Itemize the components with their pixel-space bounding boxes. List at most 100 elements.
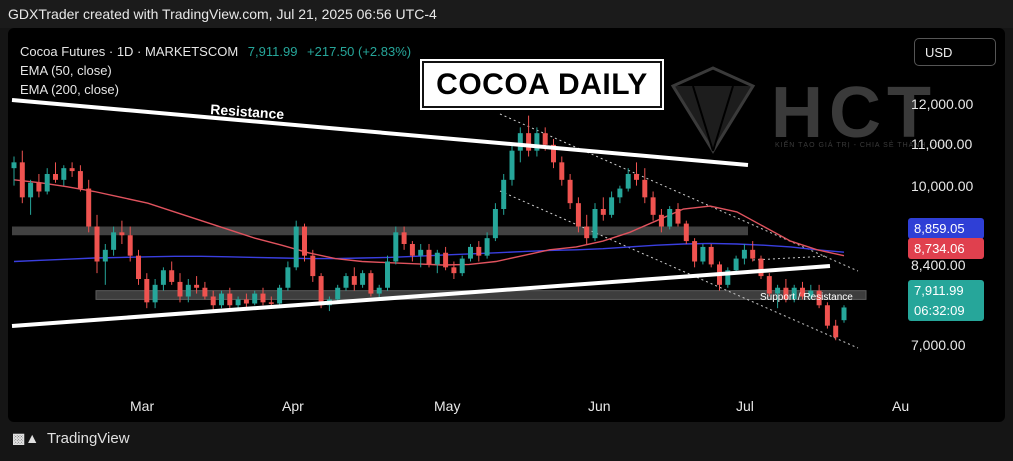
candle-body: [11, 162, 17, 169]
y-tick-label: 11,000.00: [911, 136, 973, 152]
candle-body: [94, 226, 100, 262]
candle-body: [484, 238, 490, 256]
resistance-trendline: [11, 98, 749, 167]
candle-body: [401, 232, 407, 244]
candle-body: [426, 249, 432, 265]
candle-body: [285, 267, 291, 288]
candle-body: [567, 179, 573, 204]
candle-body: [551, 144, 556, 163]
legend-symbol[interactable]: Cocoa Futures · 1D · MARKETSCOM: [20, 44, 239, 59]
candle-body: [791, 287, 797, 300]
candle-body: [468, 246, 473, 259]
legend-ema50[interactable]: EMA (50, close): [20, 63, 112, 78]
candle-body: [243, 299, 249, 304]
candle-body: [667, 209, 673, 227]
x-tick-label: Au: [892, 398, 910, 414]
channel-mid-line: [752, 255, 829, 261]
candle-body: [824, 305, 830, 326]
countdown-badge: 06:32:09: [908, 300, 984, 321]
candle-body: [393, 232, 399, 262]
candle-body: [293, 226, 299, 268]
watermark-tagline: KIẾN TẠO GIÁ TRỊ - CHIA SẺ THÀNH CÔNG: [775, 142, 955, 149]
candle-body: [741, 249, 747, 259]
candle-body: [559, 162, 565, 180]
candle-body: [418, 249, 424, 256]
currency-button[interactable]: USD: [914, 38, 996, 66]
candle-body: [302, 226, 307, 256]
candle-body: [708, 246, 714, 265]
candle-body: [268, 302, 274, 304]
footer-brand: TradingView: [47, 430, 130, 447]
price-chart[interactable]: Resistance Support / Resistance: [8, 28, 1005, 422]
candle-body: [376, 287, 382, 294]
watermark-letters: HCT: [771, 73, 937, 153]
candle-body: [725, 270, 731, 285]
candle-body: [509, 150, 515, 180]
last-price-badge: 7,911.99: [908, 280, 984, 301]
candle-body: [44, 174, 50, 192]
candle-body: [144, 279, 150, 303]
candle-body: [335, 287, 341, 300]
candle-body: [534, 133, 540, 151]
candle-body: [526, 133, 532, 151]
x-tick-label: Apr: [282, 398, 304, 414]
candle-body: [111, 232, 117, 250]
candle-body: [351, 276, 357, 285]
resistance-zone: [12, 226, 748, 236]
legend: Cocoa Futures · 1D · MARKETSCOM 7,911.99…: [20, 42, 411, 99]
candle-body: [800, 287, 805, 297]
x-tick-label: May: [434, 398, 461, 414]
channel-upper-line: [499, 113, 859, 272]
candle-body: [476, 246, 482, 256]
candle-body: [385, 261, 390, 288]
candle-body: [783, 287, 789, 300]
candle-body: [700, 246, 706, 262]
candle-body: [86, 188, 92, 227]
ema200-value-badge: 8,859.05: [908, 218, 984, 239]
candle-body: [634, 174, 639, 180]
candle-body: [36, 182, 42, 192]
hct-watermark-logo: HCT KIẾN TẠO GIÁ TRỊ - CHIA SẺ THÀNH CÔN…: [663, 66, 953, 156]
candle-body: [202, 287, 208, 297]
tradingview-footer[interactable]: ▩▲ TradingView: [12, 430, 130, 447]
candle-body: [169, 270, 175, 282]
candle-body: [434, 252, 440, 265]
candle-body: [775, 287, 781, 294]
candle-body: [260, 293, 266, 303]
candle-body: [343, 276, 349, 288]
candle-body: [235, 299, 241, 306]
candle-body: [61, 168, 67, 180]
candle-body: [409, 244, 415, 256]
candle-body: [77, 171, 83, 189]
candle-body: [459, 258, 465, 274]
candle-body: [53, 174, 58, 180]
candle-body: [758, 258, 764, 277]
candle-body: [119, 232, 125, 236]
candle-body: [185, 284, 191, 297]
candle-body: [642, 179, 648, 198]
y-tick-label: 10,000.00: [911, 178, 974, 194]
x-tick-label: Jun: [588, 398, 611, 414]
candle-body: [625, 174, 631, 189]
candle-body: [451, 267, 457, 274]
candle-body: [310, 255, 316, 277]
candle-body: [592, 209, 598, 239]
legend-price: 7,911.99: [247, 44, 298, 59]
candle-body: [219, 293, 224, 306]
candle-body: [443, 252, 449, 268]
candle-body: [152, 284, 158, 303]
candle-body: [69, 168, 75, 172]
candle-body: [542, 133, 548, 145]
candle-body: [318, 276, 324, 306]
candle-body: [733, 258, 739, 271]
candle-body: [675, 209, 681, 224]
candle-body: [136, 255, 141, 279]
candle-body: [816, 290, 822, 306]
candle-body: [575, 203, 581, 227]
support-trendline: [11, 264, 831, 328]
legend-ema200[interactable]: EMA (200, close): [20, 82, 119, 97]
candle-body: [252, 293, 258, 304]
chart-annotation-title: COCOA DAILY: [420, 59, 664, 110]
candle-body: [584, 226, 590, 239]
candle-body: [692, 241, 698, 262]
